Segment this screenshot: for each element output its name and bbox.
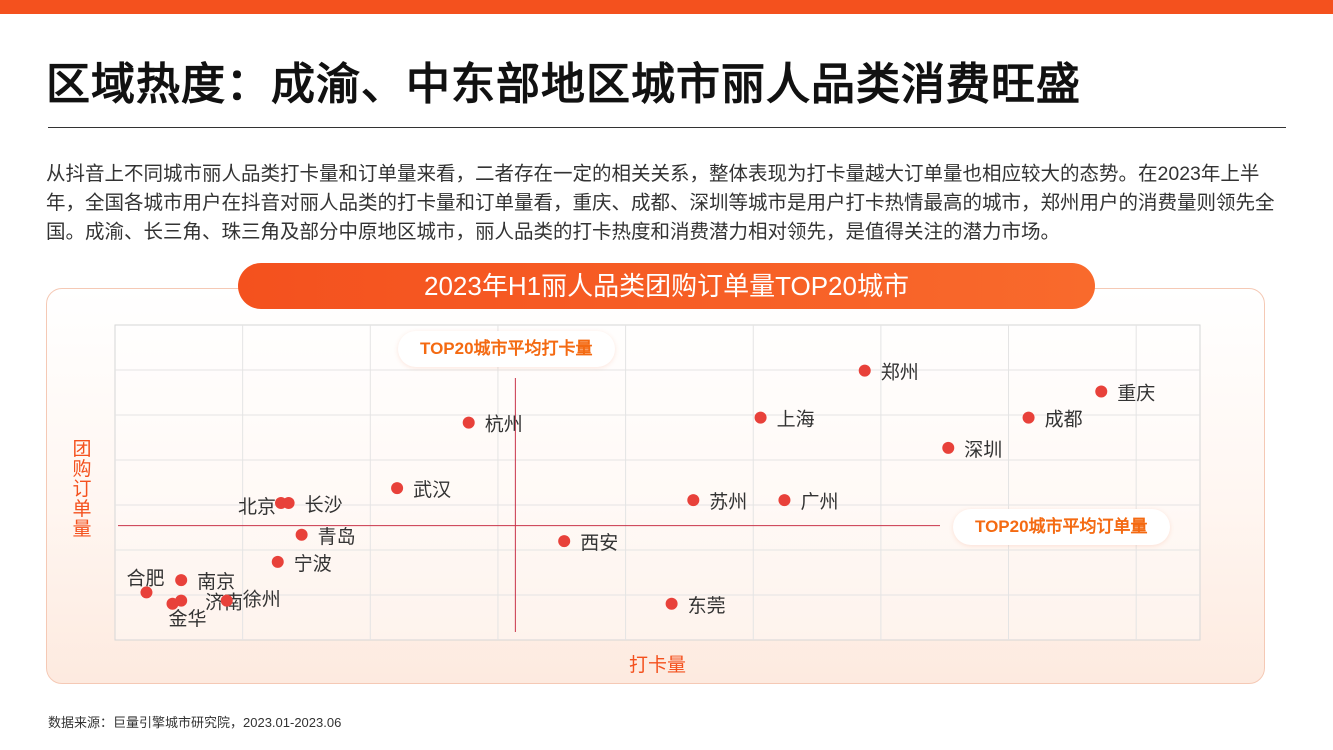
data-point-14 <box>175 574 188 587</box>
top-accent-bar <box>0 0 1333 14</box>
data-point-label-7: 苏州 <box>709 491 747 513</box>
data-point-17 <box>166 597 179 610</box>
data-point-label-12: 西安 <box>580 532 618 554</box>
data-point-label-14: 南京 <box>197 571 235 593</box>
chart-panel <box>46 288 1265 684</box>
data-point-11 <box>295 528 308 541</box>
data-point-1 <box>1095 385 1108 398</box>
data-point-label-4: 杭州 <box>485 414 523 436</box>
data-points: 郑州重庆上海成都杭州深圳武汉苏州广州北京长沙青岛西安宁波南京合肥济南金华徐州东莞 <box>126 362 1155 630</box>
data-point-7 <box>687 494 700 507</box>
data-point-label-10: 长沙 <box>305 494 343 516</box>
data-point-12 <box>558 535 571 548</box>
data-point-5 <box>942 441 955 454</box>
data-point-4 <box>462 416 475 429</box>
data-point-6 <box>391 482 404 495</box>
data-point-label-17: 金华 <box>169 608 207 630</box>
data-point-label-2: 上海 <box>777 409 815 431</box>
data-point-2 <box>754 411 767 424</box>
data-point-label-18: 徐州 <box>243 589 281 611</box>
plot-area <box>114 324 1201 641</box>
data-point-15 <box>140 586 153 599</box>
data-point-label-8: 广州 <box>800 491 838 513</box>
data-point-label-3: 成都 <box>1045 409 1083 431</box>
data-point-0 <box>858 364 871 377</box>
data-point-label-5: 深圳 <box>964 439 1002 461</box>
data-point-label-19: 东莞 <box>688 595 726 617</box>
x-axis-label: 打卡量 <box>629 655 687 676</box>
data-point-label-13: 宁波 <box>294 553 332 575</box>
data-point-label-1: 重庆 <box>1117 382 1155 404</box>
data-point-13 <box>271 555 284 568</box>
data-point-10 <box>282 496 295 509</box>
data-point-18 <box>220 594 233 607</box>
data-point-label-0: 郑州 <box>881 362 919 384</box>
y-axis-label: 团购订单量 <box>72 439 92 540</box>
data-point-label-15: 合肥 <box>126 567 164 589</box>
data-point-8 <box>778 494 791 507</box>
data-point-label-11: 青岛 <box>318 526 356 548</box>
data-source-note: 数据来源：巨量引擎城市研究院，2023.01-2023.06 <box>48 715 342 730</box>
data-point-19 <box>665 597 678 610</box>
data-point-3 <box>1022 411 1035 424</box>
reference-lines <box>118 378 940 632</box>
avg-order-reference-label: TOP20城市平均订单量 <box>953 509 1170 545</box>
chart-title: 2023年H1丽人品类团购订单量TOP20城市 <box>238 263 1095 309</box>
data-point-label-9: 北京 <box>238 496 276 518</box>
page-title: 区域热度：成渝、中东部地区城市丽人品类消费旺盛 <box>46 60 1081 109</box>
avg-checkin-reference-label: TOP20城市平均打卡量 <box>398 331 615 367</box>
data-point-label-6: 武汉 <box>413 479 451 501</box>
title-divider <box>48 127 1286 128</box>
intro-paragraph: 从抖音上不同城市丽人品类打卡量和订单量来看，二者存在一定的相关关系，整体表现为打… <box>46 163 1275 243</box>
chart-grid <box>114 324 1201 641</box>
